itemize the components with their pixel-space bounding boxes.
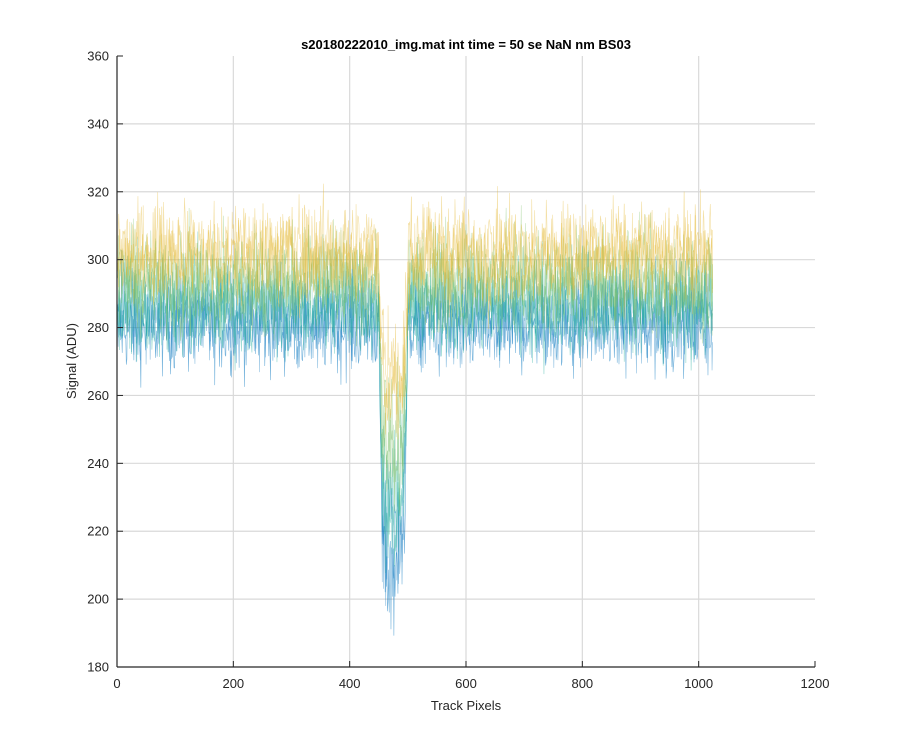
y-tick-label: 280: [87, 320, 109, 335]
y-axis-label: Signal (ADU): [64, 323, 79, 399]
y-tick-label: 360: [87, 49, 109, 64]
chart-title: s20180222010_img.mat int time = 50 se Na…: [301, 37, 631, 52]
x-tick-label: 600: [455, 676, 477, 691]
series-line-4: [117, 191, 713, 440]
x-tick-label: 200: [222, 676, 244, 691]
y-tick-label: 240: [87, 456, 109, 471]
series-line-3: [117, 224, 713, 514]
y-tick-label: 220: [87, 524, 109, 539]
y-tick-label: 260: [87, 388, 109, 403]
plot-area: [117, 183, 713, 636]
x-tick-label: 1000: [684, 676, 713, 691]
y-tick-label: 180: [87, 660, 109, 675]
y-tick-label: 300: [87, 252, 109, 267]
series-line-4-b: [117, 183, 713, 434]
x-tick-label: 0: [113, 676, 120, 691]
y-tick-label: 200: [87, 592, 109, 607]
x-tick-label: 400: [339, 676, 361, 691]
axes-frame: [116, 55, 816, 668]
series-line-2: [117, 245, 713, 567]
tick-labels: 0 200 400 600 800 1000 1200 180 200 220 240 260 280 3…: [87, 49, 829, 692]
y-tick-label: 320: [87, 184, 109, 199]
y-tick-label: 340: [87, 116, 109, 131]
x-tick-label: 800: [571, 676, 593, 691]
x-tick-label: 1200: [801, 676, 830, 691]
x-axis-label: Track Pixels: [431, 698, 502, 713]
